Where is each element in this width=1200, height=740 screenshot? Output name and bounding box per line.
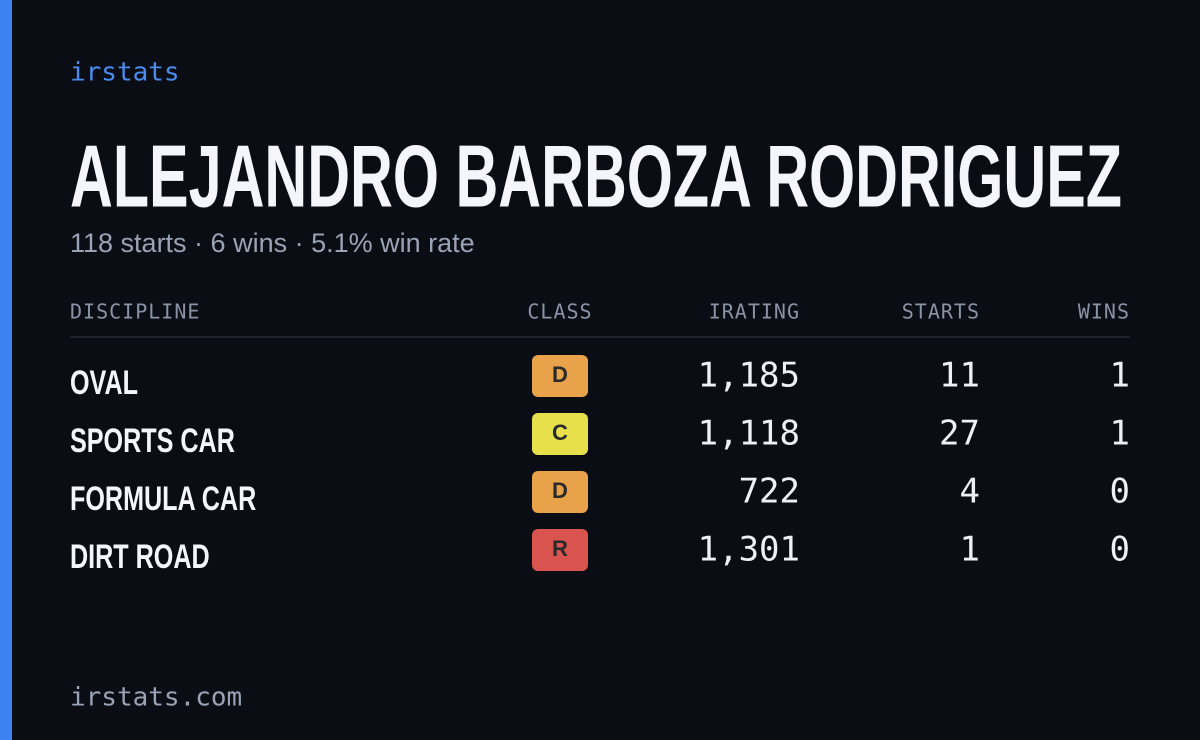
starts: 11 bbox=[939, 356, 980, 396]
discipline: SPORTS CAR bbox=[70, 422, 235, 460]
driver-name: ALEJANDRO BARBOZA RODRIGUEZ bbox=[70, 126, 1122, 225]
column-header: DISCIPLINE bbox=[70, 300, 200, 324]
discipline: FORMULA CAR bbox=[70, 480, 256, 518]
starts: 1 bbox=[960, 530, 980, 570]
column-header: IRATING bbox=[709, 300, 800, 324]
irating: 1,118 bbox=[698, 414, 800, 454]
discipline: DIRT ROAD bbox=[70, 538, 210, 576]
starts: 4 bbox=[960, 472, 980, 512]
irating: 1,301 bbox=[698, 530, 800, 570]
class-badge bbox=[532, 529, 588, 571]
class-letter: D bbox=[552, 478, 568, 503]
driver-summary: 118 starts · 6 wins · 5.1% win rate bbox=[70, 228, 475, 258]
wins: 1 bbox=[1110, 356, 1130, 396]
class-badge bbox=[532, 413, 588, 455]
brand: irstats bbox=[70, 58, 180, 88]
wins: 0 bbox=[1110, 472, 1130, 512]
wins: 0 bbox=[1110, 530, 1130, 570]
column-header: WINS bbox=[1078, 300, 1130, 324]
class-badge bbox=[532, 471, 588, 513]
accent-bar bbox=[0, 0, 12, 740]
class-letter: C bbox=[552, 420, 568, 445]
column-header: CLASS bbox=[527, 300, 592, 324]
class-badge bbox=[532, 355, 588, 397]
footer: irstats.com bbox=[70, 683, 242, 713]
irating: 1,185 bbox=[698, 356, 800, 396]
starts: 27 bbox=[939, 414, 980, 454]
irating: 722 bbox=[739, 472, 800, 512]
class-letter: R bbox=[552, 536, 568, 561]
class-letter: D bbox=[552, 362, 568, 387]
discipline: OVAL bbox=[70, 364, 138, 402]
wins: 1 bbox=[1110, 414, 1130, 454]
column-header: STARTS bbox=[902, 300, 980, 324]
